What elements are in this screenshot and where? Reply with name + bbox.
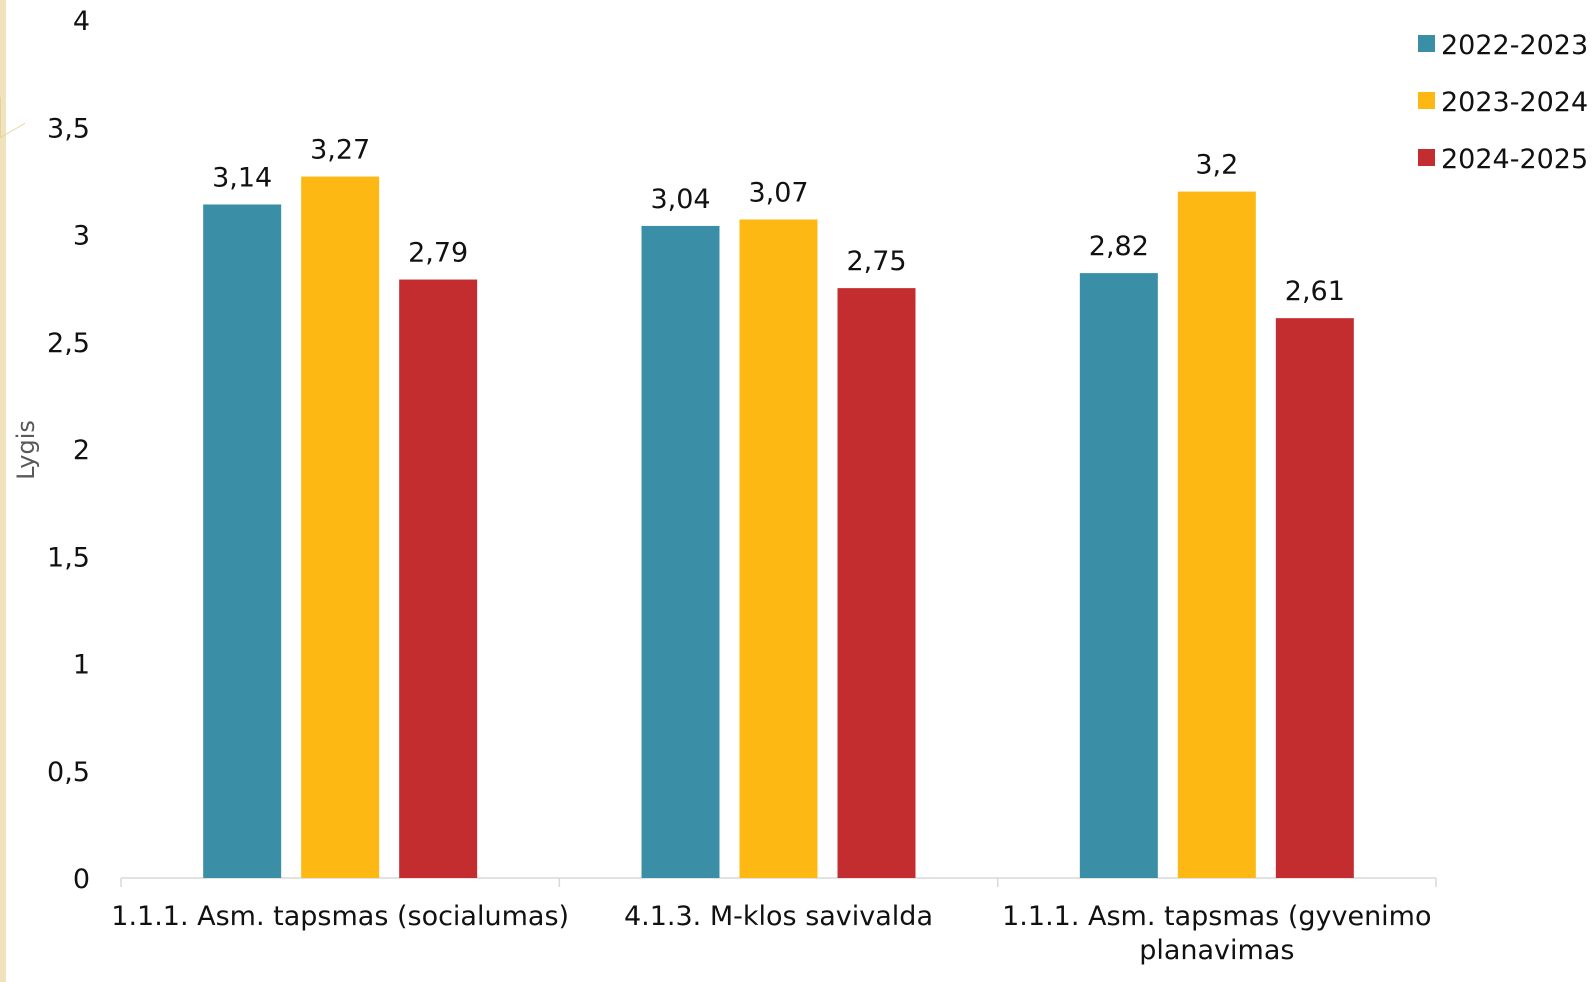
y-tick-label: 4	[73, 6, 90, 37]
y-tick-label: 2,5	[47, 328, 90, 359]
bar	[399, 279, 478, 878]
y-tick-label: 3,5	[47, 113, 90, 144]
legend-label: 2023-2024	[1441, 87, 1588, 118]
y-tick-label: 0,5	[47, 757, 90, 788]
legend: 2022-2023 2023-2024 2024-2025	[1418, 30, 1588, 175]
data-label: 3,27	[310, 135, 370, 166]
left-edge-decoration	[0, 0, 6, 982]
y-tick-label: 2	[73, 435, 90, 466]
data-label: 3,14	[212, 162, 272, 193]
legend-label: 2024-2025	[1441, 144, 1588, 175]
data-label: 2,61	[1285, 276, 1345, 307]
data-label: 2,79	[408, 238, 468, 269]
y-tick-label: 1	[73, 650, 90, 681]
legend-label: 2022-2023	[1441, 30, 1588, 61]
y-tick-label: 0	[73, 864, 90, 895]
bar	[739, 219, 818, 879]
bar	[203, 204, 282, 879]
bar	[641, 225, 720, 879]
data-label: 2,75	[846, 246, 906, 277]
y-tick-label: 3	[73, 221, 90, 252]
bar	[837, 288, 916, 878]
data-label: 2,82	[1089, 231, 1149, 262]
bar	[1177, 191, 1256, 879]
bar	[301, 176, 380, 878]
category-label: planavimas	[1139, 935, 1294, 966]
data-label: 3,2	[1195, 150, 1238, 181]
category-label: 1.1.1. Asm. tapsmas (socialumas)	[111, 901, 569, 932]
y-axis-title: Lygis	[12, 420, 40, 480]
category-label: 4.1.3. M-klos savivalda	[624, 901, 933, 932]
legend-swatch	[1418, 149, 1435, 166]
bar	[1079, 273, 1158, 878]
data-labels-layer: 3,14 3,04 2,82 3,27 3,07 3,2 2,79 2,75 2,61	[212, 135, 1345, 308]
data-label: 3,07	[748, 177, 808, 208]
bar	[1275, 318, 1354, 878]
data-label: 3,04	[650, 184, 710, 215]
legend-swatch	[1418, 92, 1435, 109]
category-label: 1.1.1. Asm. tapsmas (gyvenimo	[1002, 901, 1431, 932]
axis-layer: 0 0,5 1 1,5 2 2,5 3 3,5 4 1.1.1. Asm. tapsmas (so…	[47, 6, 1437, 966]
y-tick-label: 1,5	[47, 542, 90, 573]
legend-swatch	[1418, 35, 1435, 52]
bars-layer	[203, 176, 1354, 879]
